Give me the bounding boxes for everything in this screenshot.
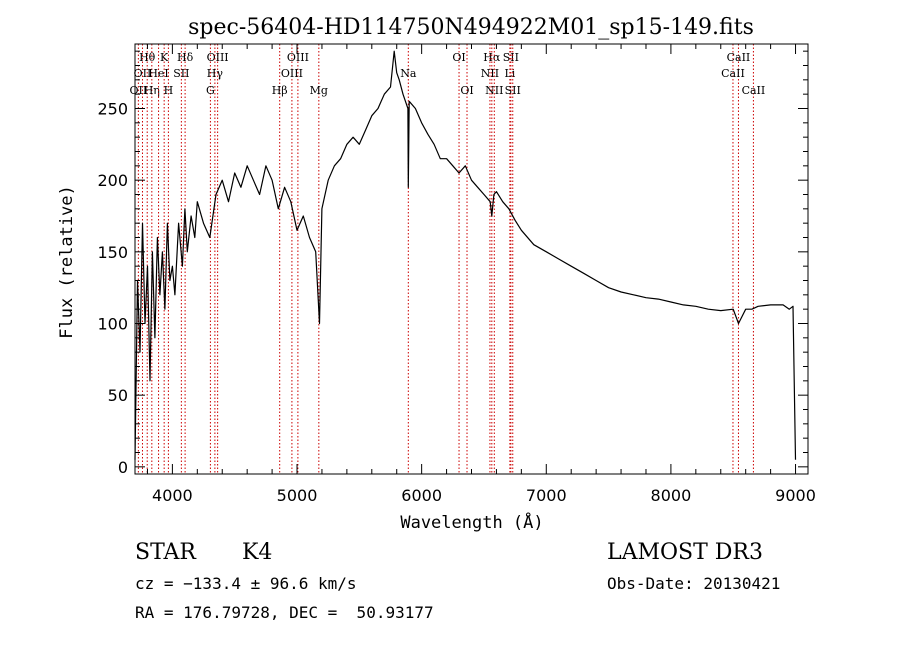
flux-series-group [134,50,797,460]
spectral-line-label: HeI [148,67,168,80]
survey-name: LAMOST DR3 [607,540,763,565]
spectral-line-label: Hβ [272,84,288,97]
spectral-line-label: CaII [727,51,751,64]
spectral-line-label: Hγ [207,67,224,80]
x-tick-label: 8000 [651,486,692,505]
x-tick-label: 9000 [775,486,816,505]
y-tick-label: 200 [97,171,128,190]
y-tick-label: 0 [118,458,128,477]
spectral-line-label: Hδ [177,51,194,64]
y-axis-label: Flux (relative) [57,185,77,339]
spectral-line-label: CaII [742,84,766,97]
object-subclass: K4 [242,540,273,565]
plot-frame [134,43,809,475]
spectral-line-label: Na [400,67,417,80]
x-tick-label: 5000 [277,486,318,505]
spectral-line-label: G [206,84,215,97]
redshift-velocity: cz = −133.4 ± 96.6 km/s [135,574,357,593]
sky-coordinates: RA = 176.79728, DEC = 50.93177 [135,603,434,622]
spectral-line-label: Hθ [139,51,156,64]
axes: 4000 5000 6000 7000 8000 9000 0 50 100 150 200 250 [97,44,816,505]
y-tick-label: 250 [97,100,128,119]
spectral-line-label: NII [481,67,499,80]
observation-date: Obs-Date: 20130421 [607,574,781,593]
y-tick-label: 50 [108,386,128,405]
spectral-line-label: CaII [721,67,745,80]
x-tick-label: 4000 [152,486,193,505]
spectral-line-label: SII [503,51,519,64]
spectral-line-label: OIII [281,67,303,80]
spectral-line-label: OI [460,84,473,97]
x-tick-label: 6000 [401,486,442,505]
spectral-line-label: OI [452,51,465,64]
chart-title: spec-56404-HD114750N494922M01_sp15-149.f… [188,15,754,40]
x-tick-label: 7000 [526,486,567,505]
spectral-line-label: SII [173,67,189,80]
y-tick-label: 150 [97,243,128,262]
spectral-line-label: Hη [144,84,160,97]
spectral-line-label: SII [505,84,521,97]
spectral-line-label: H [164,84,174,97]
spectral-line-label: NII [485,84,503,97]
object-type: STAR [135,540,196,565]
spectral-line-label: K [160,51,169,64]
spectral-line-label: OIII [287,51,309,64]
spectral-line-label: Li [504,67,515,80]
x-axis-label: Wavelength (Å) [400,511,543,533]
spectral-line-label: Mg [310,84,328,97]
spectral-line-label: Hα [483,51,501,64]
flux-series-line [134,50,797,460]
spectral-line-label: OII [134,67,152,80]
spectral-line-label: OIII [207,51,229,64]
y-tick-label: 100 [97,315,128,334]
